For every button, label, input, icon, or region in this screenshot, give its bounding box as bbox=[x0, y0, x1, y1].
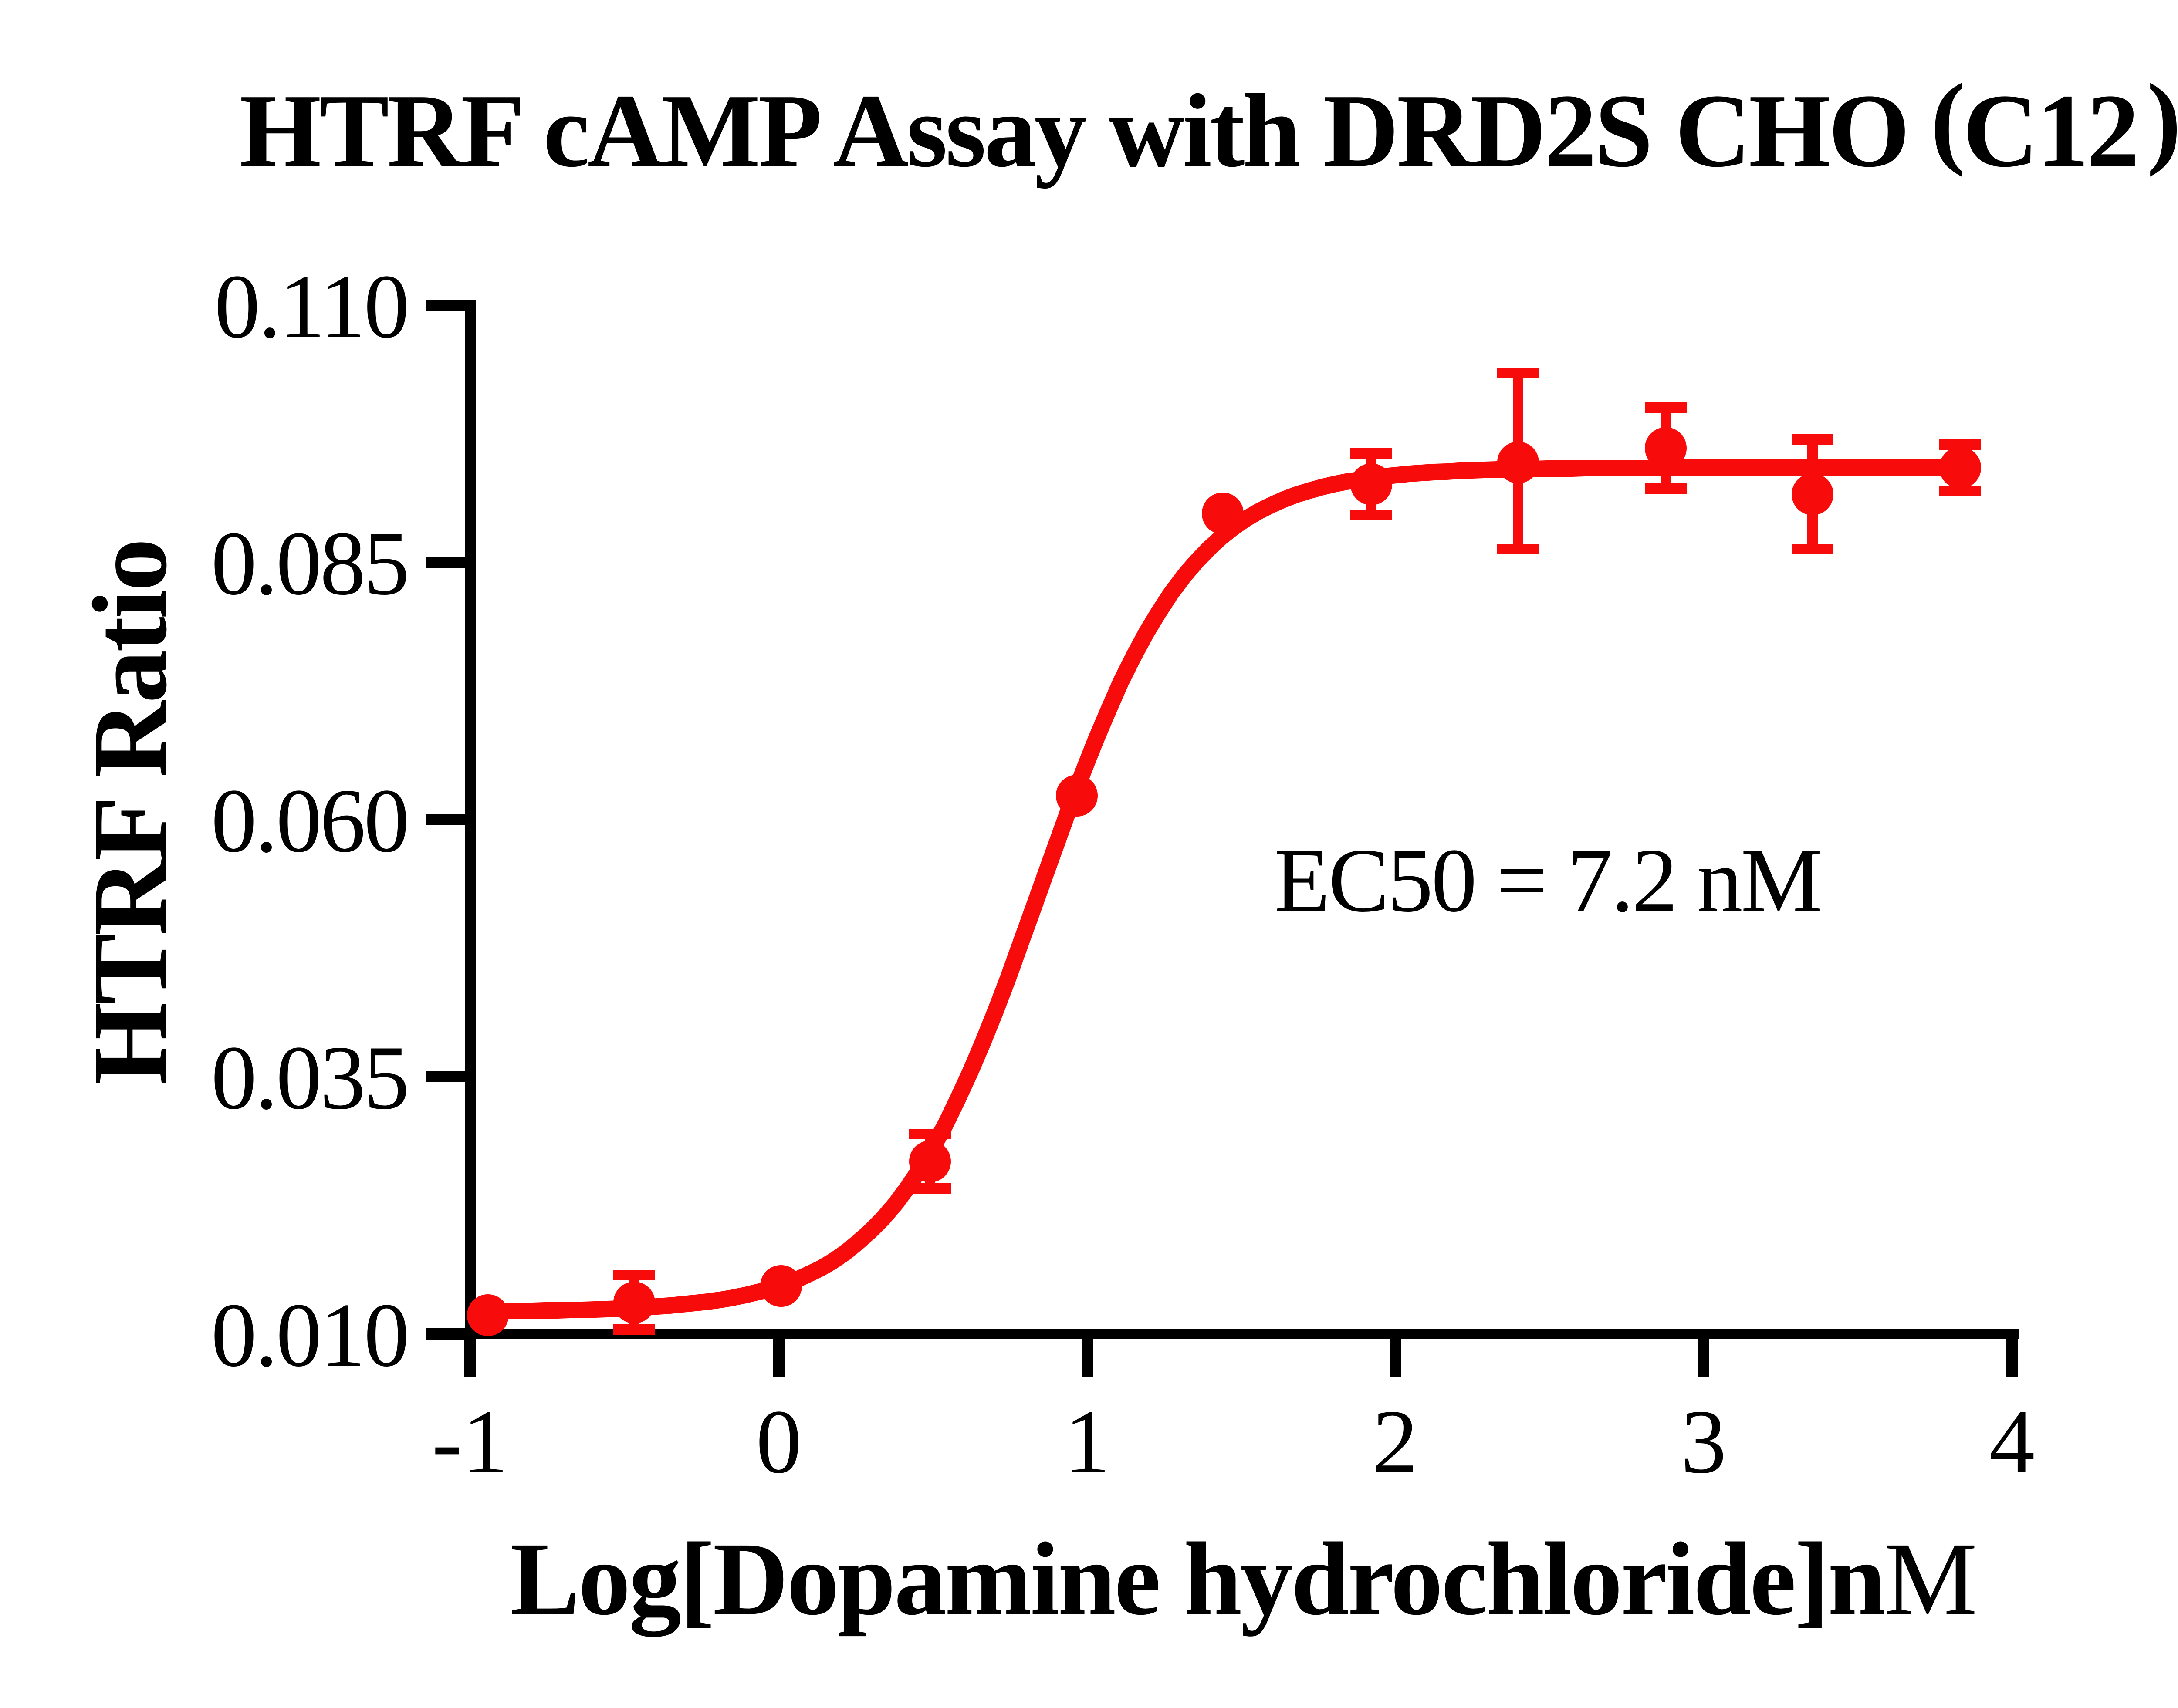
svg-text:2: 2 bbox=[1373, 1391, 1418, 1492]
svg-text:0.035: 0.035 bbox=[211, 1027, 408, 1128]
svg-text:0.085: 0.085 bbox=[211, 513, 408, 614]
svg-text:0: 0 bbox=[756, 1391, 802, 1492]
svg-text:1: 1 bbox=[1065, 1391, 1110, 1492]
svg-text:HTRF cAMP Assay with DRD2S CHO: HTRF cAMP Assay with DRD2S CHO (C12) bbox=[240, 63, 2178, 189]
svg-text:0.060: 0.060 bbox=[211, 770, 408, 871]
svg-text:3: 3 bbox=[1681, 1391, 1727, 1492]
svg-text:Log[Dopamine hydrochloride]nM: Log[Dopamine hydrochloride]nM bbox=[510, 1521, 1976, 1637]
svg-text:HTRF Ratio: HTRF Ratio bbox=[71, 540, 189, 1085]
svg-text:0.010: 0.010 bbox=[211, 1285, 408, 1386]
svg-text:0.110: 0.110 bbox=[214, 256, 408, 357]
svg-text:-1: -1 bbox=[432, 1391, 508, 1492]
svg-text:EC50 = 7.2 nM: EC50 = 7.2 nM bbox=[1274, 830, 1820, 931]
svg-text:4: 4 bbox=[1989, 1391, 2035, 1492]
